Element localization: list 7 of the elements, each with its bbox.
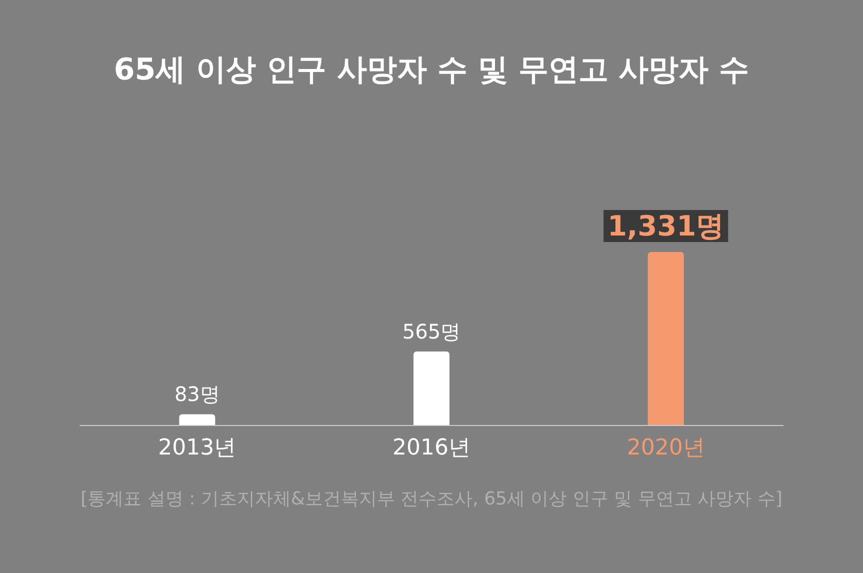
chart-title: 65세 이상 인구 사망자 수 및 무연고 사망자 수 [114, 52, 750, 88]
x-tick-label: 2020년 [626, 436, 705, 460]
x-tick-label: 2013년 [158, 436, 236, 460]
data-label: 83명 [174, 382, 220, 406]
data-label: 565명 [402, 320, 461, 344]
data-label: 1,331명 [608, 209, 724, 242]
x-tick-label: 2016년 [392, 436, 470, 460]
